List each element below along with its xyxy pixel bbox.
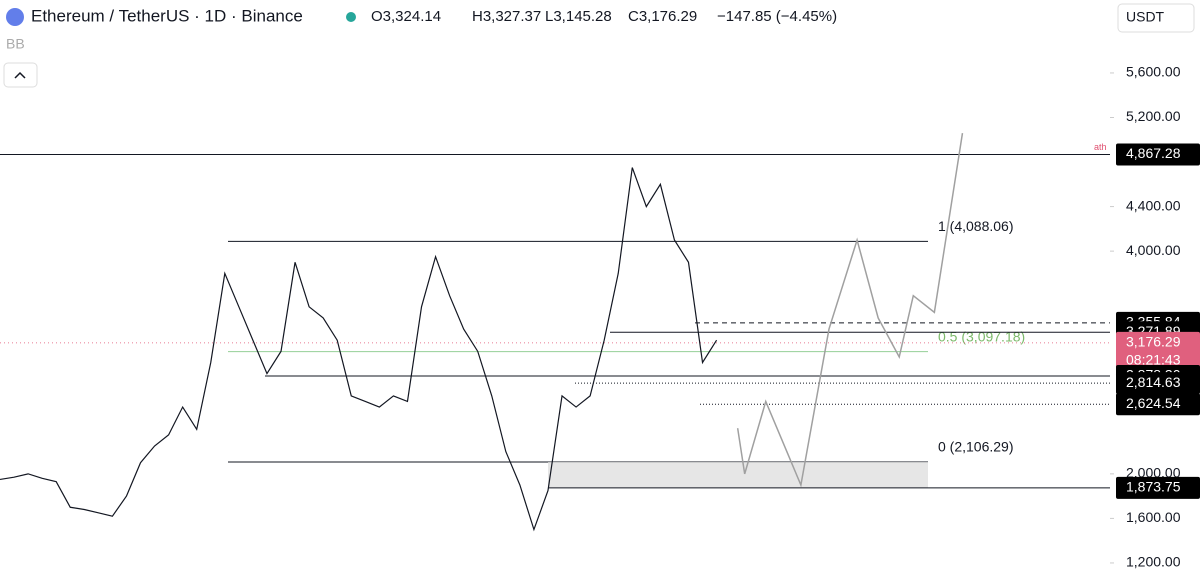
y-tick-label: 5,200.00	[1126, 108, 1181, 124]
change: −147.85 (−4.45%)	[717, 8, 837, 25]
y-tick-label: 1,600.00	[1126, 509, 1181, 525]
price-tag-label: 1,873.75	[1126, 479, 1181, 495]
fib-label: 0 (2,106.29)	[938, 439, 1014, 455]
indicator[interactable]: BB	[6, 36, 25, 52]
price-tag	[1116, 143, 1200, 166]
y-tick-label: 2,000.00	[1126, 465, 1181, 481]
collapse-btn[interactable]	[3, 62, 38, 88]
ohlc-close: C3,176.29	[628, 8, 697, 25]
status	[346, 12, 356, 22]
logo	[6, 8, 24, 26]
price-tag-label: 2,624.54	[1126, 395, 1181, 411]
symbol: Ethereum / TetherUS · 1D · Binance	[31, 6, 303, 25]
price-tag	[1116, 331, 1200, 372]
y-tick-label: 4,400.00	[1126, 197, 1181, 213]
projection	[736, 132, 964, 488]
ohlc-high: H3,327.37	[472, 8, 541, 25]
currency: USDT	[1126, 9, 1165, 25]
price-tag-label: 2,814.63	[1126, 374, 1181, 390]
chevron	[14, 71, 26, 79]
y-tick-label: 1,200.00	[1126, 554, 1181, 570]
ohlc-open: O3,324.14	[371, 8, 441, 25]
fib-label: 0.5 (3,097.18)	[938, 328, 1025, 344]
y-tick-label: 4,000.00	[1126, 242, 1181, 258]
price-tag-label: 3,176.29	[1126, 334, 1181, 350]
price-tag	[1116, 476, 1200, 499]
price-tag	[1116, 393, 1200, 416]
price-line	[0, 167, 718, 532]
y-tick-label: 5,600.00	[1126, 64, 1181, 80]
price-tag	[1116, 372, 1200, 395]
price-tag-label: 4,867.28	[1126, 145, 1181, 161]
annotation: ath	[1094, 142, 1107, 152]
zone	[548, 462, 928, 488]
currency-btn[interactable]	[1117, 3, 1195, 33]
fib-label: 1 (4,088.06)	[938, 218, 1014, 234]
countdown: 08:21:43	[1126, 352, 1181, 368]
ohlc-low: L3,145.28	[545, 8, 612, 25]
